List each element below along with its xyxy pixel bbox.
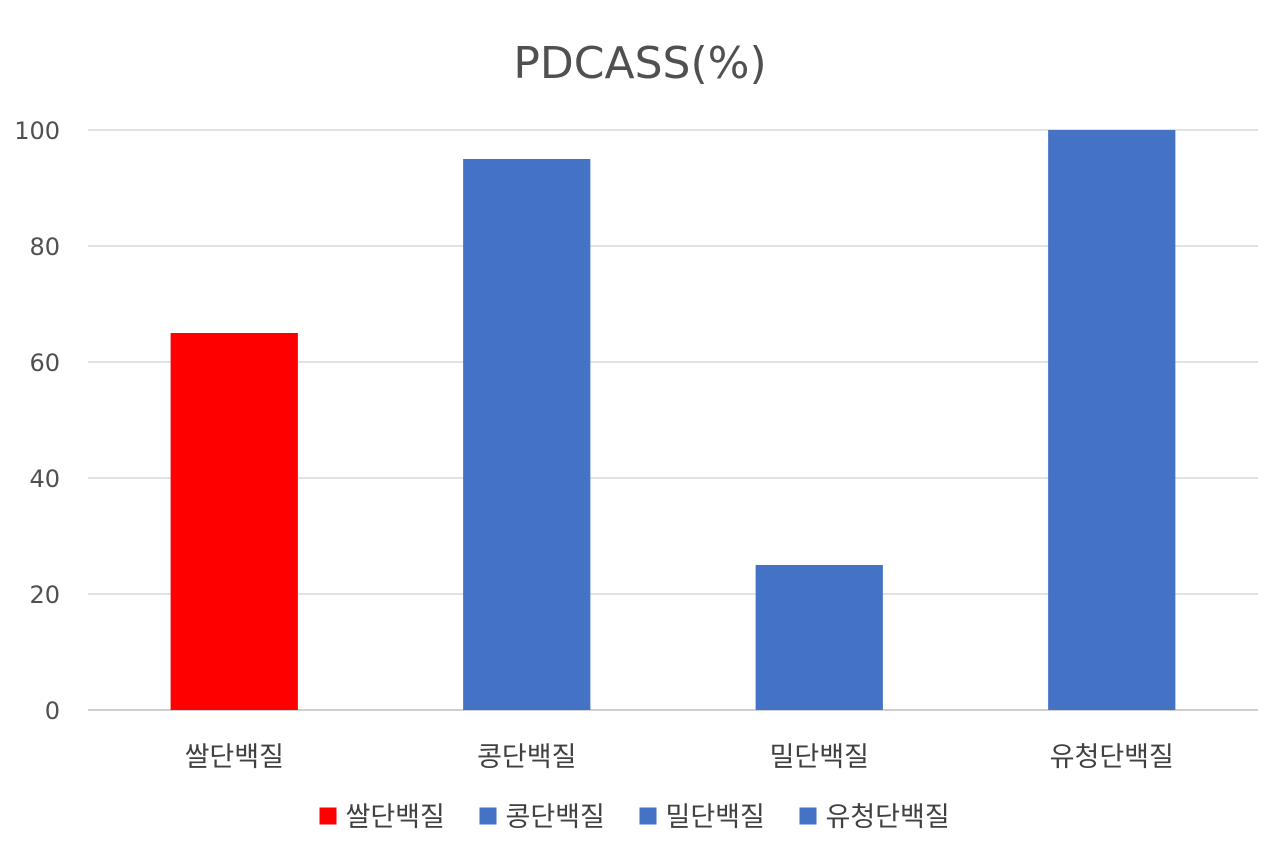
bar bbox=[170, 333, 298, 710]
legend-label: 쌀단백질 bbox=[346, 802, 445, 833]
legend-label: 콩단백질 bbox=[506, 802, 605, 833]
legend-swatch bbox=[639, 807, 657, 825]
bar bbox=[755, 565, 883, 710]
y-axis-ticks: 0 20 40 60 80 100 bbox=[14, 117, 60, 725]
legend-swatch bbox=[799, 807, 817, 825]
legend-label: 유청단백질 bbox=[826, 802, 950, 833]
legend-label: 밀단백질 bbox=[666, 802, 765, 833]
legend-item: 유청단백질 bbox=[799, 802, 950, 833]
legend: 쌀단백질 콩단백질 밀단백질 유청단백질 bbox=[319, 802, 950, 833]
y-tick-label: 40 bbox=[29, 465, 60, 493]
x-category-label: 유청단백질 bbox=[1050, 742, 1174, 773]
legend-item: 밀단백질 bbox=[639, 802, 765, 833]
x-category-label: 쌀단백질 bbox=[185, 742, 284, 773]
y-tick-label: 80 bbox=[29, 233, 60, 261]
y-tick-label: 0 bbox=[45, 697, 60, 725]
x-category-label: 밀단백질 bbox=[770, 742, 869, 773]
legend-swatch bbox=[479, 807, 497, 825]
x-category-label: 콩단백질 bbox=[477, 742, 576, 773]
bars bbox=[170, 130, 1176, 710]
y-tick-label: 20 bbox=[29, 581, 60, 609]
bar bbox=[463, 159, 591, 710]
x-axis-categories: 쌀단백질 콩단백질 밀단백질 유청단백질 bbox=[185, 742, 1174, 773]
legend-item: 콩단백질 bbox=[479, 802, 605, 833]
y-tick-label: 100 bbox=[14, 117, 60, 145]
chart-title: PDCASS(%) bbox=[513, 38, 766, 89]
legend-item: 쌀단백질 bbox=[319, 802, 445, 833]
y-tick-label: 60 bbox=[29, 349, 60, 377]
legend-swatch bbox=[319, 807, 337, 825]
bar bbox=[1048, 130, 1176, 710]
